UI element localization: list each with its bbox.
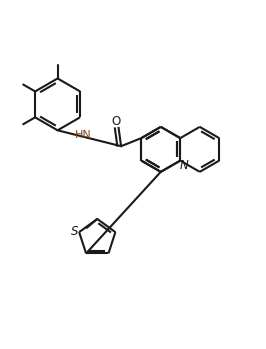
Text: HN: HN	[74, 130, 91, 140]
Text: O: O	[112, 115, 121, 128]
Text: N: N	[179, 159, 188, 172]
Text: S: S	[71, 225, 78, 238]
